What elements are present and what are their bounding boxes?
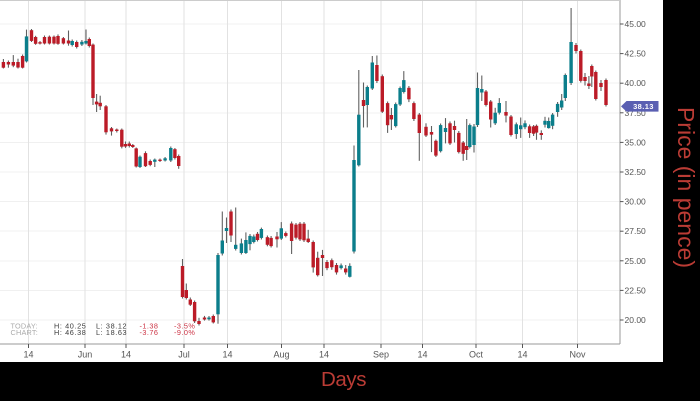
svg-text:Jun: Jun (78, 350, 93, 360)
svg-text:22.50: 22.50 (625, 285, 647, 295)
svg-text:37.50: 37.50 (625, 108, 647, 118)
svg-text:14: 14 (23, 350, 33, 360)
svg-text:40.00: 40.00 (625, 78, 647, 88)
svg-text:-9.0%: -9.0% (174, 328, 195, 337)
svg-text:CHART:: CHART: (11, 328, 38, 337)
svg-text:14: 14 (319, 350, 329, 360)
svg-text:Oct: Oct (469, 350, 484, 360)
svg-text:L: 18.63: L: 18.63 (96, 328, 127, 337)
svg-text:Days: Days (321, 368, 366, 391)
svg-text:14: 14 (417, 350, 427, 360)
svg-text:Nov: Nov (569, 350, 586, 360)
svg-text:45.00: 45.00 (625, 19, 647, 29)
svg-text:-1.38: -1.38 (140, 321, 159, 330)
svg-text:14: 14 (517, 350, 527, 360)
svg-text:14: 14 (222, 350, 232, 360)
svg-text:Sep: Sep (373, 350, 389, 360)
svg-text:L: 38.12: L: 38.12 (96, 321, 127, 330)
svg-text:32.50: 32.50 (625, 167, 647, 177)
svg-text:35.00: 35.00 (625, 137, 647, 147)
svg-text:H: 40.25: H: 40.25 (54, 321, 86, 330)
svg-text:Price (in pence): Price (in pence) (673, 107, 699, 268)
svg-text:-3.76: -3.76 (140, 328, 159, 337)
svg-text:30.00: 30.00 (625, 197, 647, 207)
svg-text:14: 14 (121, 350, 131, 360)
svg-text:TODAY:: TODAY: (11, 321, 38, 330)
svg-text:20.00: 20.00 (625, 315, 647, 325)
svg-text:38.13: 38.13 (633, 102, 654, 111)
svg-text:Aug: Aug (273, 350, 289, 360)
svg-text:H: 46.38: H: 46.38 (54, 328, 86, 337)
svg-text:-3.5%: -3.5% (174, 321, 195, 330)
svg-text:Jul: Jul (178, 350, 190, 360)
svg-text:27.50: 27.50 (625, 226, 647, 236)
svg-text:25.00: 25.00 (625, 256, 647, 266)
svg-text:42.50: 42.50 (625, 49, 647, 59)
